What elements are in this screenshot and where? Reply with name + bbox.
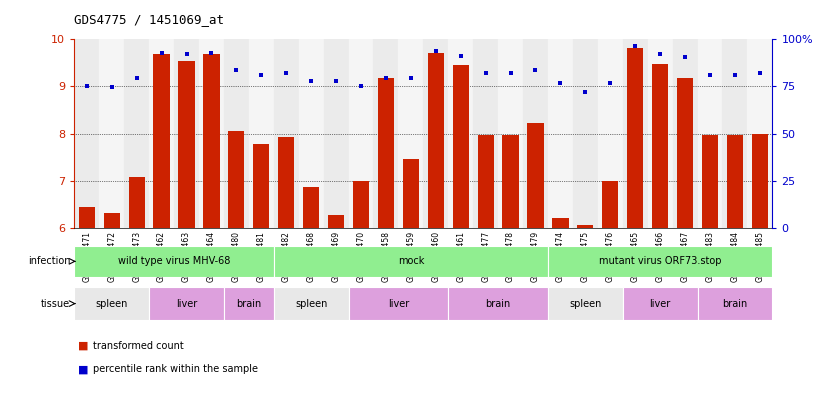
Bar (328, 215, 344, 228)
Bar (228, 131, 244, 228)
Bar (299, 39, 324, 228)
Bar (677, 78, 693, 228)
Bar (602, 181, 619, 228)
Bar (697, 39, 723, 228)
Text: spleen: spleen (569, 299, 601, 309)
Bar (278, 137, 294, 228)
Bar (129, 177, 145, 228)
Bar (99, 39, 124, 228)
Bar (548, 39, 573, 228)
Bar (203, 54, 220, 228)
Bar (249, 39, 273, 228)
Text: liver: liver (176, 299, 197, 309)
Bar (623, 39, 648, 228)
Text: transformed count: transformed count (93, 341, 183, 351)
Bar (697, 287, 772, 320)
Bar (154, 54, 169, 228)
Bar (502, 135, 519, 228)
Bar (523, 39, 548, 228)
Text: ■: ■ (78, 341, 89, 351)
Bar (324, 39, 349, 228)
Bar (78, 207, 95, 228)
Bar (548, 246, 772, 277)
Bar (273, 39, 299, 228)
Bar (652, 64, 668, 228)
Bar (224, 39, 249, 228)
Text: liver: liver (649, 299, 671, 309)
Bar (553, 218, 568, 228)
Bar (224, 287, 273, 320)
Text: infection: infection (28, 256, 70, 266)
Text: brain: brain (722, 299, 748, 309)
Bar (273, 246, 548, 277)
Bar (477, 135, 494, 228)
Bar (727, 135, 743, 228)
Bar (349, 287, 449, 320)
Bar (498, 39, 523, 228)
Text: mutant virus ORF73.stop: mutant virus ORF73.stop (599, 256, 721, 266)
Bar (548, 287, 623, 320)
Bar (349, 39, 373, 228)
Bar (648, 39, 672, 228)
Bar (473, 39, 498, 228)
Text: spleen: spleen (96, 299, 128, 309)
Bar (174, 39, 199, 228)
Bar (303, 187, 320, 228)
Bar (449, 287, 548, 320)
Text: brain: brain (236, 299, 262, 309)
Bar (748, 39, 772, 228)
Bar (752, 134, 768, 228)
Bar (124, 39, 150, 228)
Text: mock: mock (397, 256, 424, 266)
Bar (527, 123, 544, 228)
Bar (150, 39, 174, 228)
Text: wild type virus MHV-68: wild type virus MHV-68 (118, 256, 230, 266)
Bar (254, 144, 269, 228)
Bar (428, 53, 444, 228)
Bar (723, 39, 748, 228)
Bar (199, 39, 224, 228)
Bar (398, 39, 424, 228)
Bar (423, 39, 449, 228)
Bar (150, 287, 224, 320)
Text: percentile rank within the sample: percentile rank within the sample (93, 364, 258, 375)
Text: spleen: spleen (295, 299, 327, 309)
Bar (74, 39, 99, 228)
Bar (449, 39, 473, 228)
Text: ■: ■ (78, 364, 89, 375)
Text: tissue: tissue (41, 299, 70, 309)
Bar (74, 246, 273, 277)
Bar (273, 287, 349, 320)
Bar (702, 135, 718, 228)
Bar (623, 287, 697, 320)
Bar (373, 39, 398, 228)
Bar (178, 61, 195, 228)
Bar (74, 287, 150, 320)
Bar (573, 39, 598, 228)
Bar (353, 181, 369, 228)
Bar (598, 39, 623, 228)
Bar (672, 39, 697, 228)
Text: liver: liver (387, 299, 409, 309)
Bar (377, 78, 394, 228)
Bar (627, 48, 643, 228)
Text: brain: brain (486, 299, 510, 309)
Bar (453, 65, 469, 228)
Text: GDS4775 / 1451069_at: GDS4775 / 1451069_at (74, 13, 225, 26)
Bar (577, 225, 593, 228)
Bar (103, 213, 120, 228)
Bar (403, 159, 419, 228)
